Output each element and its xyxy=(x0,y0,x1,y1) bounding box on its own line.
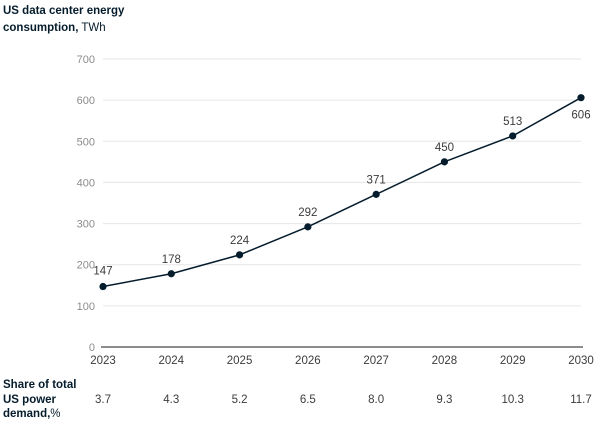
x-tick-label: 2028 xyxy=(432,355,458,367)
data-label: 606 xyxy=(571,110,590,122)
x-tick-label: 2025 xyxy=(227,355,253,367)
y-tick-label: 200 xyxy=(77,260,95,272)
data-labels: 147 178 224 292 371 450 513 606 xyxy=(93,110,590,278)
x-tick-label: 2024 xyxy=(158,355,184,367)
data-label: 513 xyxy=(503,116,522,128)
x-tick-label: 2023 xyxy=(90,355,116,367)
x-tick-label: 2026 xyxy=(295,355,321,367)
share-value: 4.3 xyxy=(163,394,180,406)
share-value: 9.3 xyxy=(436,394,453,406)
data-label: 224 xyxy=(230,235,250,247)
data-point xyxy=(235,251,244,259)
x-tick-label: 2027 xyxy=(363,355,389,367)
chart-title-unit: TWh xyxy=(81,22,106,34)
share-value: 10.3 xyxy=(501,394,524,406)
data-point xyxy=(577,94,585,102)
chart-title: US data center energy consumption, TWh xyxy=(3,3,183,37)
share-value: 11.7 xyxy=(570,394,592,406)
data-point xyxy=(372,190,380,198)
y-tick-label: 400 xyxy=(77,177,95,189)
x-tick-label: 2029 xyxy=(500,355,526,367)
data-point xyxy=(509,132,517,140)
y-tick-label: 0 xyxy=(89,342,95,354)
share-row-title-unit: % xyxy=(50,408,61,420)
grid-layer xyxy=(103,58,581,307)
data-label: 147 xyxy=(93,266,112,278)
data-point xyxy=(440,158,449,166)
data-point xyxy=(304,223,312,231)
y-tick-label: 100 xyxy=(77,301,95,313)
share-value: 6.5 xyxy=(299,394,316,406)
x-tick-label: 2030 xyxy=(568,355,594,367)
y-tick-label: 500 xyxy=(77,136,95,148)
data-label: 292 xyxy=(298,207,317,219)
share-value: 5.2 xyxy=(231,394,248,406)
data-label: 450 xyxy=(435,142,454,154)
share-row-title-main: Share of total US power demand, xyxy=(3,379,77,420)
data-label: 371 xyxy=(367,174,386,186)
series-line xyxy=(102,97,582,288)
y-tick-labels: 0 100 200 300 400 500 600 700 xyxy=(77,54,95,354)
y-tick-label: 700 xyxy=(77,54,95,66)
x-tick-labels: 2023 2024 2025 2026 2027 2028 2029 2030 xyxy=(90,355,594,367)
data-label: 178 xyxy=(162,254,181,266)
data-points xyxy=(99,94,585,291)
y-tick-label: 300 xyxy=(77,219,95,231)
share-value: 3.7 xyxy=(95,394,111,406)
share-value: 8.0 xyxy=(368,394,385,406)
data-point xyxy=(167,270,175,278)
chart-title-main: US data center energy consumption, xyxy=(3,5,125,34)
data-point xyxy=(99,282,107,291)
series-line-layer xyxy=(102,97,582,288)
y-tick-label: 600 xyxy=(77,95,95,107)
share-row-title: Share of total US power demand,% xyxy=(3,378,93,422)
